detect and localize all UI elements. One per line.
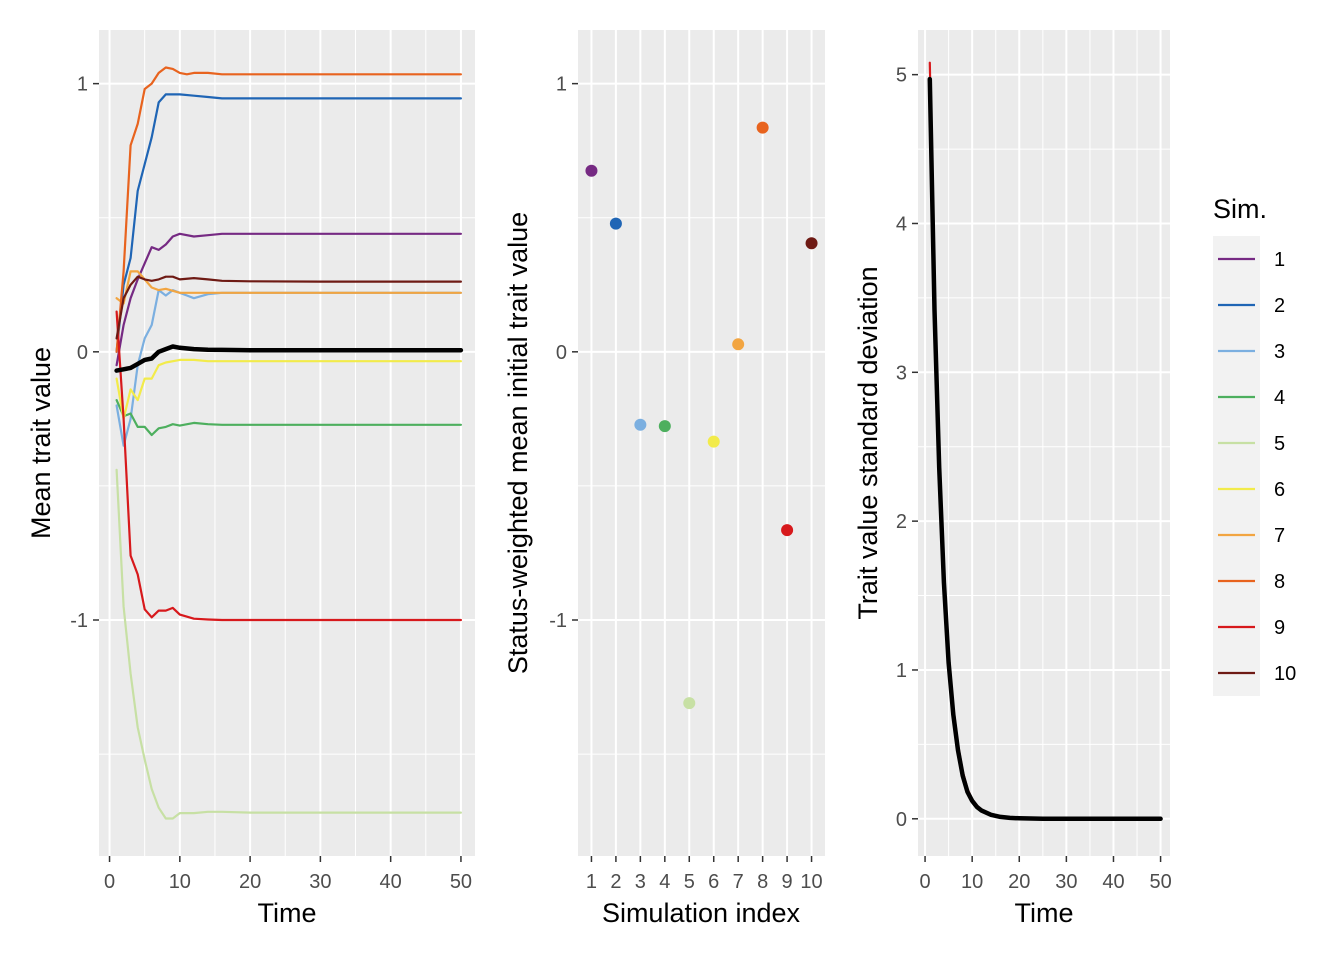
- scatter-point-sim-2: [609, 217, 622, 230]
- scatter-point-sim-10: [805, 237, 818, 250]
- y-axis-title: Mean trait value: [26, 347, 56, 539]
- x-tick-label: 9: [782, 871, 793, 893]
- y-tick-label: 5: [896, 65, 907, 87]
- x-axis-title: Time: [1015, 898, 1074, 928]
- legend-key-background: [1213, 236, 1260, 696]
- panel-background: [578, 30, 825, 856]
- grid-lines: [99, 30, 475, 856]
- y-tick-label: 1: [77, 74, 88, 96]
- legend-label-sim-4: 4: [1274, 387, 1285, 409]
- x-tick-label: 50: [450, 871, 472, 893]
- y-tick-label: -1: [549, 610, 567, 632]
- y-tick-label: 1: [896, 660, 907, 682]
- legend-label-sim-2: 2: [1274, 295, 1285, 317]
- plot-marks: [927, 61, 1163, 822]
- scatter-point-sim-4: [658, 420, 671, 433]
- series-line-sim-6: [115, 358, 462, 420]
- legend-label-sim-8: 8: [1274, 571, 1285, 593]
- legend-label-sim-10: 10: [1274, 663, 1296, 685]
- x-tick-label: 20: [239, 871, 261, 893]
- y-axis: 0 1 2 3 4 5: [896, 65, 918, 831]
- series-line-sim-9: [115, 310, 462, 622]
- y-tick-label: 0: [556, 342, 567, 364]
- x-tick-label: 5: [684, 871, 695, 893]
- series-line-sim-10: [115, 275, 462, 340]
- y-tick-label: 2: [896, 511, 907, 533]
- x-tick-label: 4: [659, 871, 670, 893]
- plot-marks: [114, 66, 464, 820]
- series-line-overall-mean: [927, 76, 1163, 822]
- series-line-sim-2: [115, 93, 462, 353]
- y-axis: -1 0 1: [70, 74, 99, 632]
- legend-entries: 1 2 3 4 5 6 7 8 9 10: [1218, 249, 1296, 685]
- legend-label-sim-5: 5: [1274, 433, 1285, 455]
- x-axis: 1 2 3 4 5 6 7 8 9 10: [586, 856, 823, 893]
- scatter-point-sim-7: [732, 338, 745, 351]
- panel-mean-trait: 0 10 20 30 40 50 -1 0 1 Time Mean trait value: [26, 30, 475, 928]
- legend: Sim. 1 2 3 4 5 6 7 8 9 10: [1213, 194, 1296, 696]
- y-tick-label: -1: [70, 610, 88, 632]
- series-line-sim-1: [115, 232, 462, 367]
- x-axis-title: Simulation index: [602, 898, 801, 928]
- legend-label-sim-9: 9: [1274, 617, 1285, 639]
- scatter-point-sim-5: [683, 697, 696, 710]
- x-tick-label: 20: [1008, 871, 1030, 893]
- y-tick-label: 0: [77, 342, 88, 364]
- y-tick-label: 1: [556, 74, 567, 96]
- x-tick-label: 30: [1055, 871, 1077, 893]
- x-tick-label: 10: [961, 871, 983, 893]
- y-tick-label: 0: [896, 809, 907, 831]
- legend-label-sim-1: 1: [1274, 249, 1285, 271]
- x-tick-label: 6: [708, 871, 719, 893]
- series-line-sim-4: [115, 399, 462, 437]
- scatter-point-sim-3: [634, 418, 647, 431]
- x-tick-label: 10: [800, 871, 822, 893]
- plot-marks: [585, 121, 818, 710]
- x-tick-label: 3: [635, 871, 646, 893]
- x-axis: 0 10 20 30 40 50: [920, 856, 1172, 893]
- y-tick-label: 4: [896, 213, 907, 235]
- scatter-point-sim-6: [707, 435, 720, 448]
- x-axis: 0 10 20 30 40 50: [104, 856, 472, 893]
- grid-lines: [918, 30, 1170, 856]
- panel-background: [99, 30, 475, 856]
- legend-label-sim-6: 6: [1274, 479, 1285, 501]
- series-line-sim-7: [115, 270, 462, 305]
- series-line-overall-mean: [114, 344, 464, 373]
- panel-initial-trait: 1 2 3 4 5 6 7 8 9 10 -101 Simulation index Status…: [503, 30, 825, 928]
- x-tick-label: 30: [309, 871, 331, 893]
- y-axis: -1 0 1: [549, 74, 578, 632]
- panel-background: [918, 30, 1170, 856]
- x-axis-title: Time: [258, 898, 317, 928]
- scatter-point-sim-8: [756, 121, 769, 134]
- legend-label-sim-7: 7: [1274, 525, 1285, 547]
- grid-lines: [578, 30, 825, 856]
- x-tick-label: 50: [1149, 871, 1171, 893]
- x-tick-label: 0: [104, 871, 115, 893]
- y-axis-title: Trait value standard deviation: [853, 266, 883, 619]
- scatter-point-sim-1: [585, 164, 598, 177]
- legend-label-sim-3: 3: [1274, 341, 1285, 363]
- y-tick-label: 3: [896, 362, 907, 384]
- x-tick-label: 7: [733, 871, 744, 893]
- series-line-sim-8: [115, 66, 462, 353]
- x-tick-label: 1: [586, 871, 597, 893]
- x-tick-label: 10: [169, 871, 191, 893]
- x-tick-label: 0: [920, 871, 931, 893]
- x-tick-label: 40: [380, 871, 402, 893]
- panel-trait-sd: 0 10 20 30 40 50 0 1 2 3 4 5 Time Trait value stan…: [853, 30, 1172, 928]
- x-tick-label: 40: [1102, 871, 1124, 893]
- scatter-point-sim-9: [781, 524, 794, 537]
- x-tick-label: 8: [757, 871, 768, 893]
- series-line-sim-5: [115, 468, 462, 820]
- legend-title: Sim.: [1213, 194, 1267, 224]
- y-axis-title: Status-weighted mean initial trait value: [503, 212, 533, 674]
- x-tick-label: 2: [610, 871, 621, 893]
